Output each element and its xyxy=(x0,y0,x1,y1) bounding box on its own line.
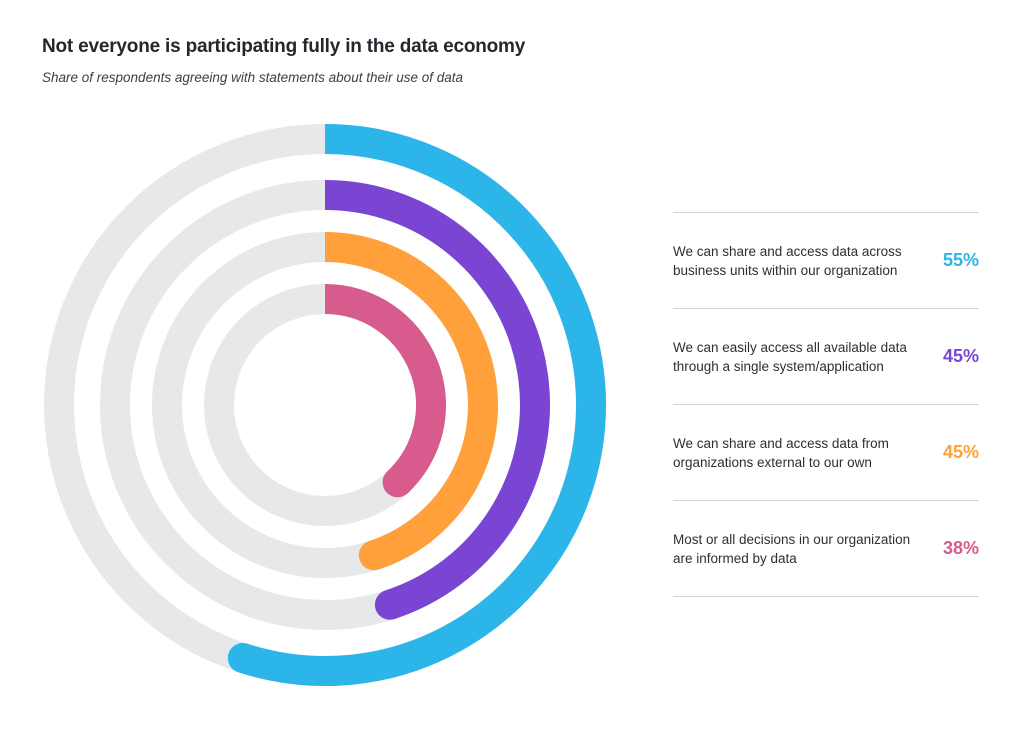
ring-bar xyxy=(324,284,446,494)
ring-bar-end-cap xyxy=(227,642,258,673)
legend-label: We can easily access all available data … xyxy=(673,339,907,374)
legend-value: 45% xyxy=(942,346,979,366)
legend-label: We can share and access data from organi… xyxy=(673,435,889,470)
legend-value: 38% xyxy=(942,538,979,558)
ring-bar-end-cap xyxy=(374,589,405,620)
ring-bar xyxy=(324,180,550,619)
ring-bar xyxy=(324,232,498,570)
legend-row: We can easily access all available data … xyxy=(673,309,979,405)
legend-label: Most or all decisions in our organizatio… xyxy=(673,531,911,566)
legend-value: 55% xyxy=(942,250,979,270)
ring-bar-end-cap xyxy=(358,540,389,571)
legend: We can share and access data across busi… xyxy=(673,212,979,597)
chart-subtitle: Share of respondents agreeing with state… xyxy=(42,70,464,85)
ring-bar xyxy=(238,124,606,686)
legend-row: We can share and access data across busi… xyxy=(673,213,979,309)
legend-row: Most or all decisions in our organizatio… xyxy=(673,501,979,597)
legend-value: 45% xyxy=(942,442,979,462)
legend-label: We can share and access data across busi… xyxy=(673,243,902,278)
ring-bar-end-cap xyxy=(382,467,413,498)
chart-title: Not everyone is participating fully in t… xyxy=(42,36,526,57)
radial-bar-chart xyxy=(44,124,606,686)
legend-row: We can share and access data from organi… xyxy=(673,405,979,501)
